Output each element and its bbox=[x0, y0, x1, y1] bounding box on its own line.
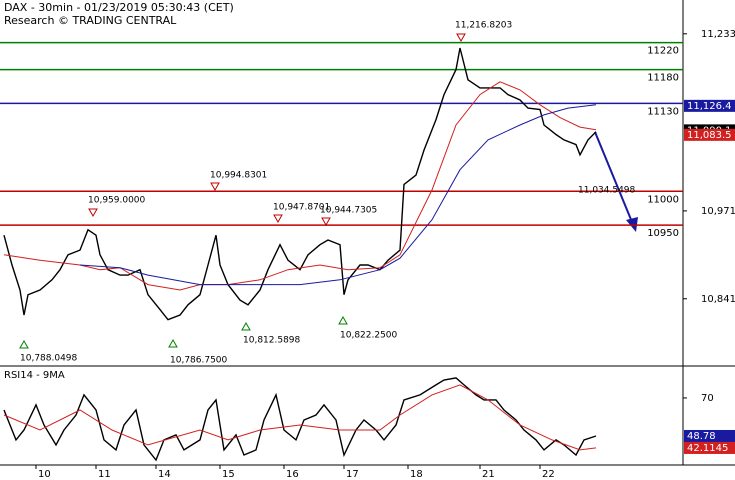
series-line bbox=[3, 384, 597, 451]
x-tick-label: 18 bbox=[410, 469, 423, 480]
annotation: 10,944.7305 bbox=[320, 206, 377, 216]
series-line bbox=[3, 47, 597, 321]
price-tag-label: 11,126.4 bbox=[687, 101, 732, 112]
annotation: 10,788.0498 bbox=[20, 354, 78, 364]
annotation: 10,812.5898 bbox=[243, 336, 301, 346]
annotation-marker bbox=[19, 339, 29, 349]
level-label: 11180 bbox=[647, 73, 679, 84]
annotation: 10,947.8701 bbox=[273, 203, 330, 213]
x-tick-label: 15 bbox=[222, 469, 235, 480]
x-tick-label: 16 bbox=[286, 469, 299, 480]
annotation: 11,034.5498 bbox=[578, 186, 636, 196]
price-tag-label: 42.1145 bbox=[687, 443, 728, 454]
x-tick-label: 22 bbox=[542, 469, 555, 480]
y-tick-label: 10,971 bbox=[701, 206, 735, 217]
annotation-marker bbox=[210, 182, 220, 192]
price-tag bbox=[684, 128, 735, 141]
level-label: 10950 bbox=[647, 228, 679, 239]
x-tick-label: 14 bbox=[158, 469, 171, 480]
rsi-title: RSI14 - 9MA bbox=[4, 370, 65, 381]
series-line bbox=[79, 104, 597, 286]
annotation-marker bbox=[88, 208, 98, 218]
level-label: 11000 bbox=[647, 194, 679, 205]
x-tick-label: 10 bbox=[38, 469, 51, 480]
annotation-marker bbox=[456, 33, 466, 43]
annotation: 11,216.8203 bbox=[455, 21, 512, 31]
annotation: 10,786.7500 bbox=[170, 356, 228, 366]
price-tag-label: 11,083.5 bbox=[687, 130, 732, 141]
chart-title: DAX - 30min - 01/23/2019 05:30:43 (CET) bbox=[4, 1, 234, 14]
annotation: 10,822.2500 bbox=[340, 331, 398, 341]
y-tick-label: 10,841 bbox=[701, 294, 735, 305]
y-tick-label: 11,233 bbox=[701, 29, 735, 40]
annotation-marker bbox=[273, 214, 283, 224]
annotation-marker bbox=[241, 321, 251, 331]
x-tick-label: 11 bbox=[98, 469, 111, 480]
annotation: 10,959.0000 bbox=[88, 196, 146, 206]
level-label: 11220 bbox=[647, 46, 679, 57]
x-tick-label: 21 bbox=[482, 469, 495, 480]
price-tag bbox=[684, 429, 735, 442]
series-line bbox=[3, 81, 597, 291]
annotation-marker bbox=[338, 315, 348, 325]
y-tick-label: 70 bbox=[701, 393, 714, 404]
annotation-marker bbox=[168, 338, 178, 348]
annotation: 10,994.8301 bbox=[210, 171, 267, 181]
series-line bbox=[3, 377, 597, 462]
level-label: 11130 bbox=[647, 106, 679, 117]
x-tick-label: 17 bbox=[346, 469, 359, 480]
price-tag-label: 48.78 bbox=[687, 431, 716, 442]
price-tag bbox=[684, 99, 735, 112]
price-tag bbox=[684, 441, 735, 454]
projection-arrow bbox=[594, 131, 633, 223]
annotation-marker bbox=[321, 217, 331, 227]
chart-subtitle: Research © TRADING CENTRAL bbox=[4, 14, 177, 27]
